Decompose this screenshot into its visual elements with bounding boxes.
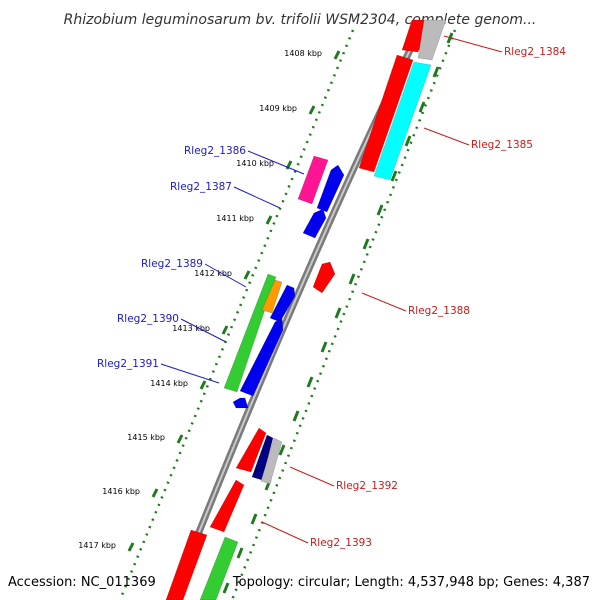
- gene-label-right[interactable]: Rleg2_1388: [408, 305, 470, 317]
- ruler-tick-label: 1412 kbp: [194, 269, 232, 278]
- gene-feature-rleg2-1392-red: [235, 427, 267, 473]
- gene-label-right[interactable]: Rleg2_1393: [310, 537, 372, 549]
- ruler-minor-tick: [222, 582, 230, 594]
- ruler-tick-label: 1408 kbp: [284, 49, 322, 58]
- gene-label-connector: [160, 363, 220, 384]
- gene-feature-orange: [261, 279, 283, 314]
- gene-label-right[interactable]: Rleg2_1385: [471, 139, 533, 151]
- gene-label-connector: [289, 466, 335, 487]
- gene-label-connector: [361, 292, 407, 312]
- ruler-minor-tick: [418, 101, 426, 113]
- ruler-minor-tick: [390, 170, 398, 182]
- gene-feature-rleg2-1389-blue: [269, 284, 296, 323]
- gene-feature-rleg2-1393: [209, 479, 245, 533]
- ruler-minor-tick: [236, 547, 244, 559]
- ruler-minor-tick: [320, 341, 328, 353]
- gene-feature-grey-2: [260, 437, 283, 485]
- gene-feature-rleg2-1386: [297, 155, 329, 205]
- ruler-tick-mark: [265, 215, 273, 225]
- gene-features: [165, 19, 447, 600]
- ruler-tick-mark: [176, 434, 184, 444]
- gene-feature-bottom-green: [199, 536, 239, 600]
- gene-label-connector: [423, 127, 470, 146]
- topology-summary-text: Topology: circular; Length: 4,537,948 bp…: [232, 575, 590, 590]
- ruler-minor-tick: [376, 204, 384, 216]
- map-title: Rhizobium leguminosarum bv. trifolii WSM…: [64, 12, 537, 28]
- gene-label-left[interactable]: Rleg2_1386: [184, 145, 246, 157]
- gene-feature-rleg2-1385-cyan: [373, 61, 432, 181]
- ruler-tick-mark: [151, 488, 159, 498]
- ruler-tick-mark: [333, 50, 341, 60]
- gene-feature-rleg2-1390: [239, 317, 284, 397]
- gene-feature-rleg2-1389-green: [223, 273, 277, 393]
- gene-feature-rleg2-1391: [232, 397, 249, 409]
- gene-feature-bottom-red: [165, 529, 208, 600]
- gene-label-connector: [261, 521, 309, 544]
- gene-label-left[interactable]: Rleg2_1387: [170, 181, 232, 193]
- gene-label-connector: [443, 35, 503, 53]
- ruler-tick-label: 1416 kbp: [102, 487, 140, 496]
- gene-label-left[interactable]: Rleg2_1391: [97, 358, 159, 370]
- ruler-minor-tick: [404, 135, 412, 147]
- accession-text: Accession: NC_011369: [8, 575, 156, 590]
- ruler-tick-mark: [308, 105, 316, 115]
- gene-label-left[interactable]: Rleg2_1389: [141, 258, 203, 270]
- gene-labels: Rleg2_1386 Rleg2_1387 Rleg2_1389 Rleg2_1390…: [97, 35, 566, 549]
- ruler-tick-label: 1417 kbp: [78, 541, 116, 550]
- ruler-tick-mark: [243, 270, 251, 280]
- ruler-tick-label: 1415 kbp: [127, 433, 165, 442]
- ruler-tick-mark: [221, 325, 229, 335]
- gene-label-left[interactable]: Rleg2_1390: [117, 313, 179, 325]
- ruler-tick-label: 1409 kbp: [259, 104, 297, 113]
- gene-label-right[interactable]: Rleg2_1384: [504, 46, 566, 58]
- gene-label-connector: [247, 150, 305, 175]
- gene-feature-rleg2-1387: [302, 208, 327, 239]
- ruler-minor-tick: [432, 66, 440, 78]
- gene-feature-rleg2-1386-blue: [316, 164, 345, 213]
- ruler-minor-tick: [278, 444, 286, 456]
- gene-feature-rleg2-1388: [312, 261, 336, 294]
- ruler-minor-tick: [306, 376, 314, 388]
- ruler-minor-tick: [334, 307, 342, 319]
- ruler-minor-tick: [348, 273, 356, 285]
- gene-label-connector: [204, 263, 247, 288]
- gene-feature-grey: [417, 19, 447, 61]
- gene-label-connector: [180, 318, 227, 343]
- ruler-tick-label: 1410 kbp: [236, 159, 274, 168]
- ruler-tick-mark: [199, 380, 207, 390]
- gene-feature-rleg2-1385-red: [358, 54, 414, 173]
- ruler-tick-mark: [127, 542, 135, 552]
- ruler-tick-label: 1411 kbp: [216, 214, 254, 223]
- ruler-tick-label: 1413 kbp: [172, 324, 210, 333]
- ruler-tick-label: 1414 kbp: [150, 379, 188, 388]
- gene-label-right[interactable]: Rleg2_1392: [336, 480, 398, 492]
- ruler-minor-tick: [292, 410, 300, 422]
- gene-label-connector: [233, 186, 281, 209]
- outer-left-dotted-guide: [118, 29, 355, 600]
- ruler-minor-tick: [250, 513, 258, 525]
- ruler-minor-tick: [362, 238, 370, 250]
